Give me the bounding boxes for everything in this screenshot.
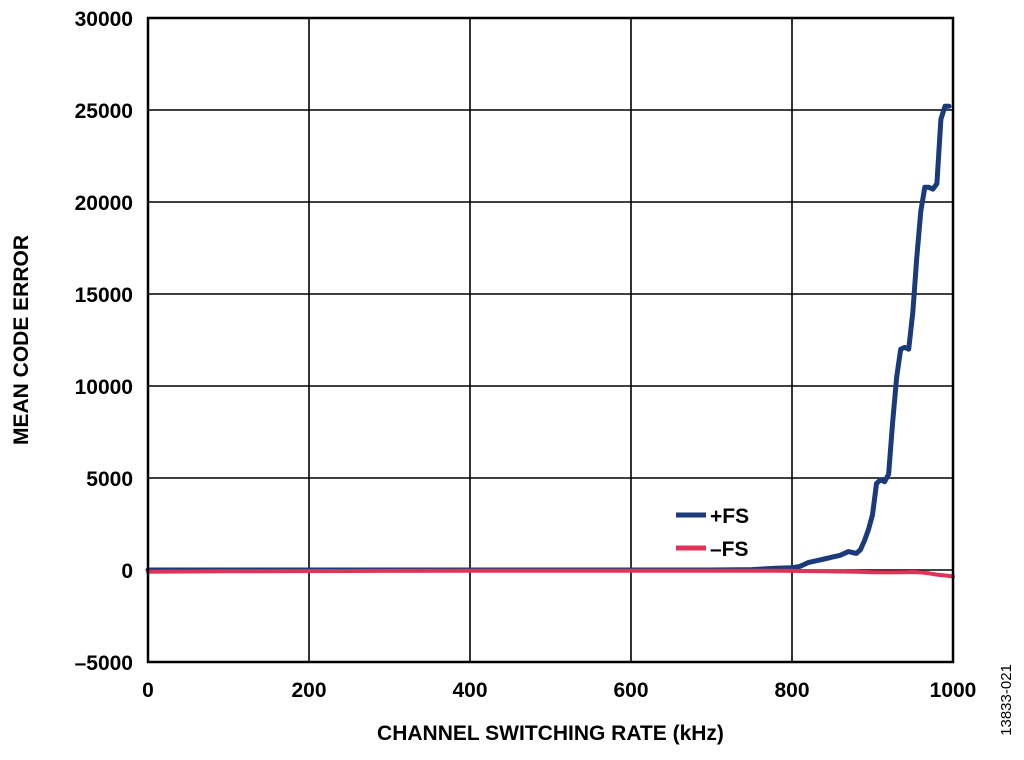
legend-label: –FS xyxy=(710,538,749,561)
x-tick-label: 600 xyxy=(613,679,648,702)
y-tick-label: 15000 xyxy=(75,284,133,307)
plot-area-frame xyxy=(146,16,955,664)
series-line xyxy=(145,103,952,573)
x-tick-label: 800 xyxy=(774,679,809,702)
series-line xyxy=(146,568,955,579)
y-tick-label: 20000 xyxy=(75,192,133,215)
x-tick-label: 400 xyxy=(452,679,487,702)
series-layer xyxy=(145,103,955,579)
x-tick-labels: 0 200 400 600 800 1000 xyxy=(142,679,976,702)
y-tick-labels: –5000 0 5000 10000 15000 20000 25000 30000 xyxy=(75,8,133,675)
grid xyxy=(147,17,954,663)
legend-label: +FS xyxy=(710,505,749,528)
y-tick-label: 0 xyxy=(121,560,133,583)
y-tick-label: –5000 xyxy=(75,652,133,675)
y-tick-label: 30000 xyxy=(75,8,133,31)
legend: +FS –FS xyxy=(676,505,749,561)
y-tick-label: 10000 xyxy=(75,376,133,399)
x-axis-title: CHANNEL SWITCHING RATE (kHz) xyxy=(377,722,724,745)
x-tick-label: 200 xyxy=(291,679,326,702)
x-tick-label: 0 xyxy=(142,679,154,702)
y-tick-label: 25000 xyxy=(75,100,133,123)
y-tick-label: 5000 xyxy=(86,468,133,491)
y-axis-title: MEAN CODE ERROR xyxy=(10,235,33,445)
x-tick-label: 1000 xyxy=(930,679,977,702)
figure-id: 13833-021 xyxy=(998,664,1015,736)
